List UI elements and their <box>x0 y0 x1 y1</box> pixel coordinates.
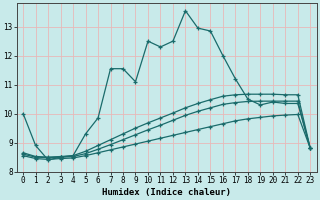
X-axis label: Humidex (Indice chaleur): Humidex (Indice chaleur) <box>102 188 231 197</box>
